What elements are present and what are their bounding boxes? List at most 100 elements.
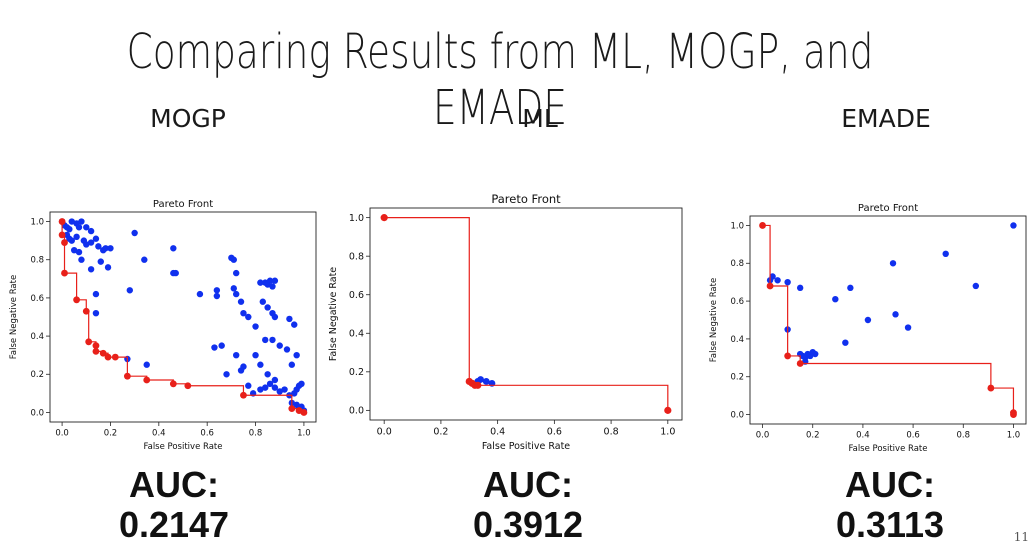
population-point — [240, 309, 247, 317]
population-point — [271, 376, 279, 384]
y-tick-label: 0.8 — [349, 252, 364, 263]
population-point — [87, 266, 95, 273]
pareto-point — [784, 352, 792, 360]
pareto-point — [58, 218, 66, 225]
auc-label-emade: AUC: — [845, 464, 935, 505]
pareto-point — [300, 409, 308, 416]
x-tick-label: 0.2 — [806, 431, 820, 441]
pareto-point — [104, 353, 112, 361]
x-axis-label: False Positive Rate — [144, 442, 223, 452]
pareto-point — [143, 376, 151, 384]
population-point — [276, 388, 283, 395]
population-point — [172, 269, 179, 277]
population-point — [92, 290, 100, 298]
y-tick-label: 1.0 — [730, 221, 744, 231]
population-point — [211, 344, 218, 351]
population-point — [257, 279, 264, 286]
y-axis-label: False Negative Rate — [9, 275, 19, 359]
ml-pareto-chart: Pareto Front 0.0 0.2 0.4 0.6 0.8 1.0 0.0 0.2 0.4 0… — [328, 192, 683, 452]
population-point — [889, 260, 897, 267]
y-tick-label: 0.6 — [349, 290, 364, 301]
population-point — [233, 290, 240, 298]
population-point — [143, 361, 150, 368]
y-axis-label: False Negative Rate — [709, 278, 719, 362]
chart-title: Pareto Front — [858, 203, 918, 214]
population-point — [245, 382, 252, 389]
x-tick-label: 0.8 — [957, 431, 971, 441]
x-tick-label: 0.0 — [55, 429, 69, 439]
population-point — [1010, 222, 1017, 229]
population-point — [276, 342, 283, 349]
x-tick-label: 0.8 — [249, 429, 263, 439]
y-tick-label: 0.2 — [730, 373, 744, 383]
pareto-point — [240, 391, 247, 399]
population-point — [92, 309, 100, 317]
pareto-point — [1010, 411, 1017, 418]
x-tick-label: 0.4 — [490, 427, 505, 438]
chart-title: Pareto Front — [153, 199, 213, 210]
emade-pareto-chart: Pareto Front 0.0 0.2 0.4 0.6 0.8 1.0 0.0 0.2 0.4 0… — [709, 203, 1027, 454]
population-point — [972, 282, 980, 290]
population-point — [269, 283, 276, 290]
population-point — [83, 224, 90, 231]
pareto-point — [288, 405, 296, 413]
panel-label-emade: EMADE — [841, 104, 931, 133]
population-point — [262, 384, 269, 391]
auc-label-mogp: AUC: — [129, 464, 219, 505]
population-point — [257, 386, 264, 393]
pareto-point — [796, 360, 804, 367]
x-tick-label: 0.4 — [856, 431, 870, 441]
population-point — [75, 224, 83, 231]
pareto-point — [664, 406, 672, 414]
population-point — [196, 290, 204, 298]
pareto-point — [759, 222, 766, 229]
y-tick-label: 0.6 — [30, 294, 44, 304]
population-point — [87, 239, 95, 246]
population-point — [78, 256, 85, 263]
population-point — [257, 361, 264, 368]
pareto-front-line — [762, 224, 1015, 415]
pareto-point — [111, 353, 119, 361]
x-tick-label: 0.6 — [547, 427, 562, 438]
population-point — [271, 384, 279, 391]
pareto-point — [123, 372, 131, 380]
x-tick-label: 1.0 — [1007, 431, 1021, 441]
population-point — [482, 378, 490, 385]
population-point — [796, 284, 804, 292]
population-point — [233, 269, 240, 277]
pareto-point — [987, 384, 995, 392]
y-tick-label: 1.0 — [30, 218, 44, 228]
auc-value-ml: 0.3912 — [472, 504, 584, 545]
population-point — [87, 227, 95, 235]
y-tick-label: 0.2 — [349, 367, 364, 378]
population-point — [264, 371, 271, 378]
x-tick-label: 0.4 — [152, 429, 166, 439]
population-point — [271, 277, 279, 284]
pareto-point — [169, 380, 177, 388]
panel-label-ml: ML — [522, 104, 558, 133]
population-point — [281, 386, 288, 393]
x-axis-label: False Positive Rate — [849, 444, 928, 454]
population-point — [847, 284, 854, 292]
y-tick-label: 0.2 — [30, 370, 44, 380]
y-tick-label: 0.8 — [730, 259, 744, 269]
pareto-point — [474, 381, 482, 389]
population-point — [66, 225, 73, 233]
population-point — [104, 264, 112, 271]
y-tick-label: 0.8 — [30, 256, 44, 266]
pareto-point — [61, 269, 68, 277]
population-point — [233, 351, 240, 359]
axes-frame — [369, 207, 683, 421]
auc-value-mogp: 0.2147 — [118, 504, 230, 545]
auc-label-ml: AUC: — [483, 464, 573, 505]
population-point — [213, 292, 221, 300]
y-axis-label: False Negative Rate — [328, 267, 339, 361]
population-point — [264, 304, 271, 311]
population-point — [223, 371, 230, 378]
population-point — [230, 285, 237, 292]
population-point — [832, 296, 839, 303]
x-tick-label: 0.8 — [604, 427, 619, 438]
pareto-point — [92, 342, 100, 350]
population-point — [259, 298, 266, 305]
population-point — [126, 287, 133, 294]
